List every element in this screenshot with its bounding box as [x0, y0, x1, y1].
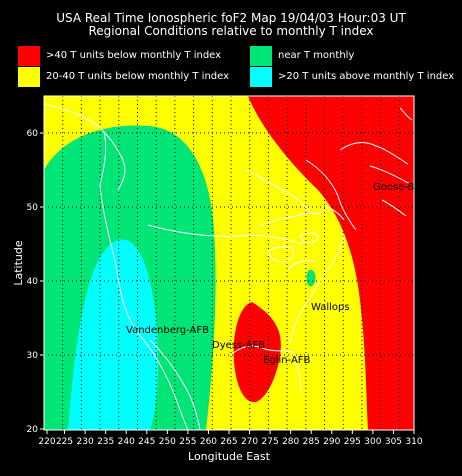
x-tick-label: 275: [262, 437, 279, 447]
condition-regions: [44, 96, 414, 430]
x-tick-label: 255: [179, 437, 196, 447]
legend-label-yellow: 20-40 T units below monthly T index: [46, 71, 230, 82]
y-tick-label: 20: [27, 425, 39, 435]
y-tick-label: 40: [27, 277, 39, 287]
y-axis: 60 50 40 30 20: [27, 129, 44, 435]
region-green-small: [306, 269, 316, 287]
x-tick-label: 245: [138, 437, 155, 447]
map-title: USA Real Time Ionospheric foF2 Map 19/04…: [56, 11, 406, 25]
x-tick-label: 220: [38, 437, 55, 447]
x-tick-label: 260: [200, 437, 217, 447]
y-axis-label: Latitude: [12, 240, 25, 286]
x-tick-label: 240: [118, 437, 135, 447]
map-subtitle: Regional Conditions relative to monthly …: [88, 24, 374, 38]
station-label: Dyess-AFB: [212, 340, 265, 351]
region-red-central: [233, 302, 281, 403]
x-tick-label: 305: [385, 437, 402, 447]
region-red-east: [248, 96, 414, 430]
legend-label-cyan: >20 T units above monthly T index: [278, 71, 455, 82]
x-tick-label: 250: [159, 437, 176, 447]
x-tick-label: 235: [97, 437, 114, 447]
legend-label-green: near T monthly: [278, 50, 355, 61]
region-cyan-west: [68, 239, 158, 430]
legend-swatch-yellow: [18, 67, 40, 87]
legend-swatch-red: [18, 46, 40, 66]
x-tick-label: 290: [323, 437, 340, 447]
station-label: Goose-B: [373, 182, 415, 193]
station-label: Vandenberg-AFB: [126, 325, 209, 336]
x-tick-label: 295: [344, 437, 361, 447]
x-axis: 220 225 230 235 240 245 250 255 260 265 270 275 280 2…: [38, 430, 423, 447]
station-label: Eglin-AFB: [263, 355, 311, 366]
x-tick-label: 270: [241, 437, 258, 447]
x-tick-label: 285: [303, 437, 320, 447]
x-tick-label: 265: [220, 437, 237, 447]
y-tick-label: 30: [27, 351, 39, 361]
x-axis-label: Longitude East: [188, 450, 271, 463]
x-tick-label: 230: [77, 437, 94, 447]
station-label: Wallops: [311, 302, 350, 313]
legend-swatch-cyan: [250, 67, 272, 87]
legend-swatch-green: [250, 46, 272, 66]
x-tick-label: 225: [56, 437, 73, 447]
x-tick-label: 300: [364, 437, 381, 447]
y-tick-label: 50: [27, 203, 39, 213]
x-tick-label: 310: [405, 437, 422, 447]
y-tick-label: 60: [27, 129, 39, 139]
coastlines: [44, 103, 413, 430]
legend-label-red: >40 T units below monthly T index: [46, 50, 222, 61]
grid-lines: [44, 96, 414, 430]
x-tick-label: 280: [282, 437, 299, 447]
